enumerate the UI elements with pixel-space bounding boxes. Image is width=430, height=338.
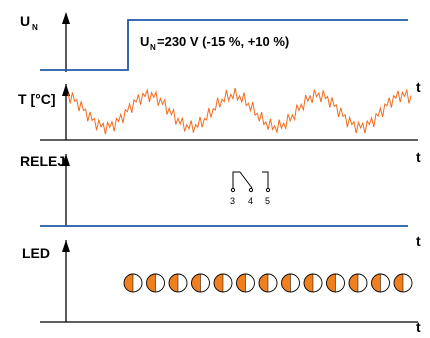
relay-pin-4: 4 xyxy=(248,196,253,206)
temp-panel: T [°C] t xyxy=(18,84,421,165)
un-axis-t-label: t xyxy=(416,79,421,95)
led-indicator xyxy=(168,273,188,293)
led-indicator xyxy=(236,273,255,293)
led-indicator xyxy=(213,273,233,293)
relay-y-arrow xyxy=(62,154,70,166)
temp-label: T [°C] xyxy=(18,91,55,107)
relay-axis-t-label: t xyxy=(416,233,421,249)
temp-wave-line xyxy=(67,87,412,135)
temp-y-arrow xyxy=(62,84,70,96)
un-annotation: U xyxy=(140,34,149,49)
relay-panel: RELEJ t 3 4 5 xyxy=(20,153,421,249)
relay-pin-5: 5 xyxy=(265,196,270,206)
led-indicator xyxy=(123,273,143,293)
led-indicator xyxy=(146,273,165,293)
temp-axis-t-label: t xyxy=(416,149,421,165)
un-label: U xyxy=(20,13,30,29)
un-signal-line xyxy=(40,19,408,71)
led-label: LED xyxy=(22,245,50,261)
relay-contact-symbol xyxy=(230,171,271,193)
led-indicator xyxy=(303,273,323,293)
un-annotation-sub: N xyxy=(150,43,156,52)
un-panel: U N t U N =230 V (-15 %, +10 %) xyxy=(20,12,421,95)
un-label-sub: N xyxy=(32,23,38,32)
led-indicator xyxy=(393,273,413,293)
un-annotation-rest: =230 V (-15 %, +10 %) xyxy=(157,34,289,49)
led-indicator xyxy=(191,273,210,293)
un-y-arrow xyxy=(62,12,70,24)
led-panel: LED t xyxy=(22,240,421,335)
led-axis-t-label: t xyxy=(416,319,421,335)
led-indicator xyxy=(326,273,345,293)
led-blink-row xyxy=(123,273,413,293)
led-y-arrow xyxy=(62,240,70,252)
led-indicator xyxy=(348,273,368,293)
led-indicator xyxy=(258,273,278,293)
relay-label: RELEJ xyxy=(20,153,65,169)
led-indicator xyxy=(371,273,390,293)
relay-pin-3: 3 xyxy=(230,196,235,206)
led-indicator xyxy=(281,273,300,293)
